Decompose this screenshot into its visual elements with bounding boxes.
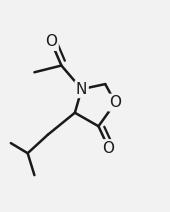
- Text: O: O: [103, 141, 115, 156]
- Text: N: N: [76, 82, 87, 97]
- Text: O: O: [45, 34, 57, 49]
- Text: O: O: [109, 95, 121, 110]
